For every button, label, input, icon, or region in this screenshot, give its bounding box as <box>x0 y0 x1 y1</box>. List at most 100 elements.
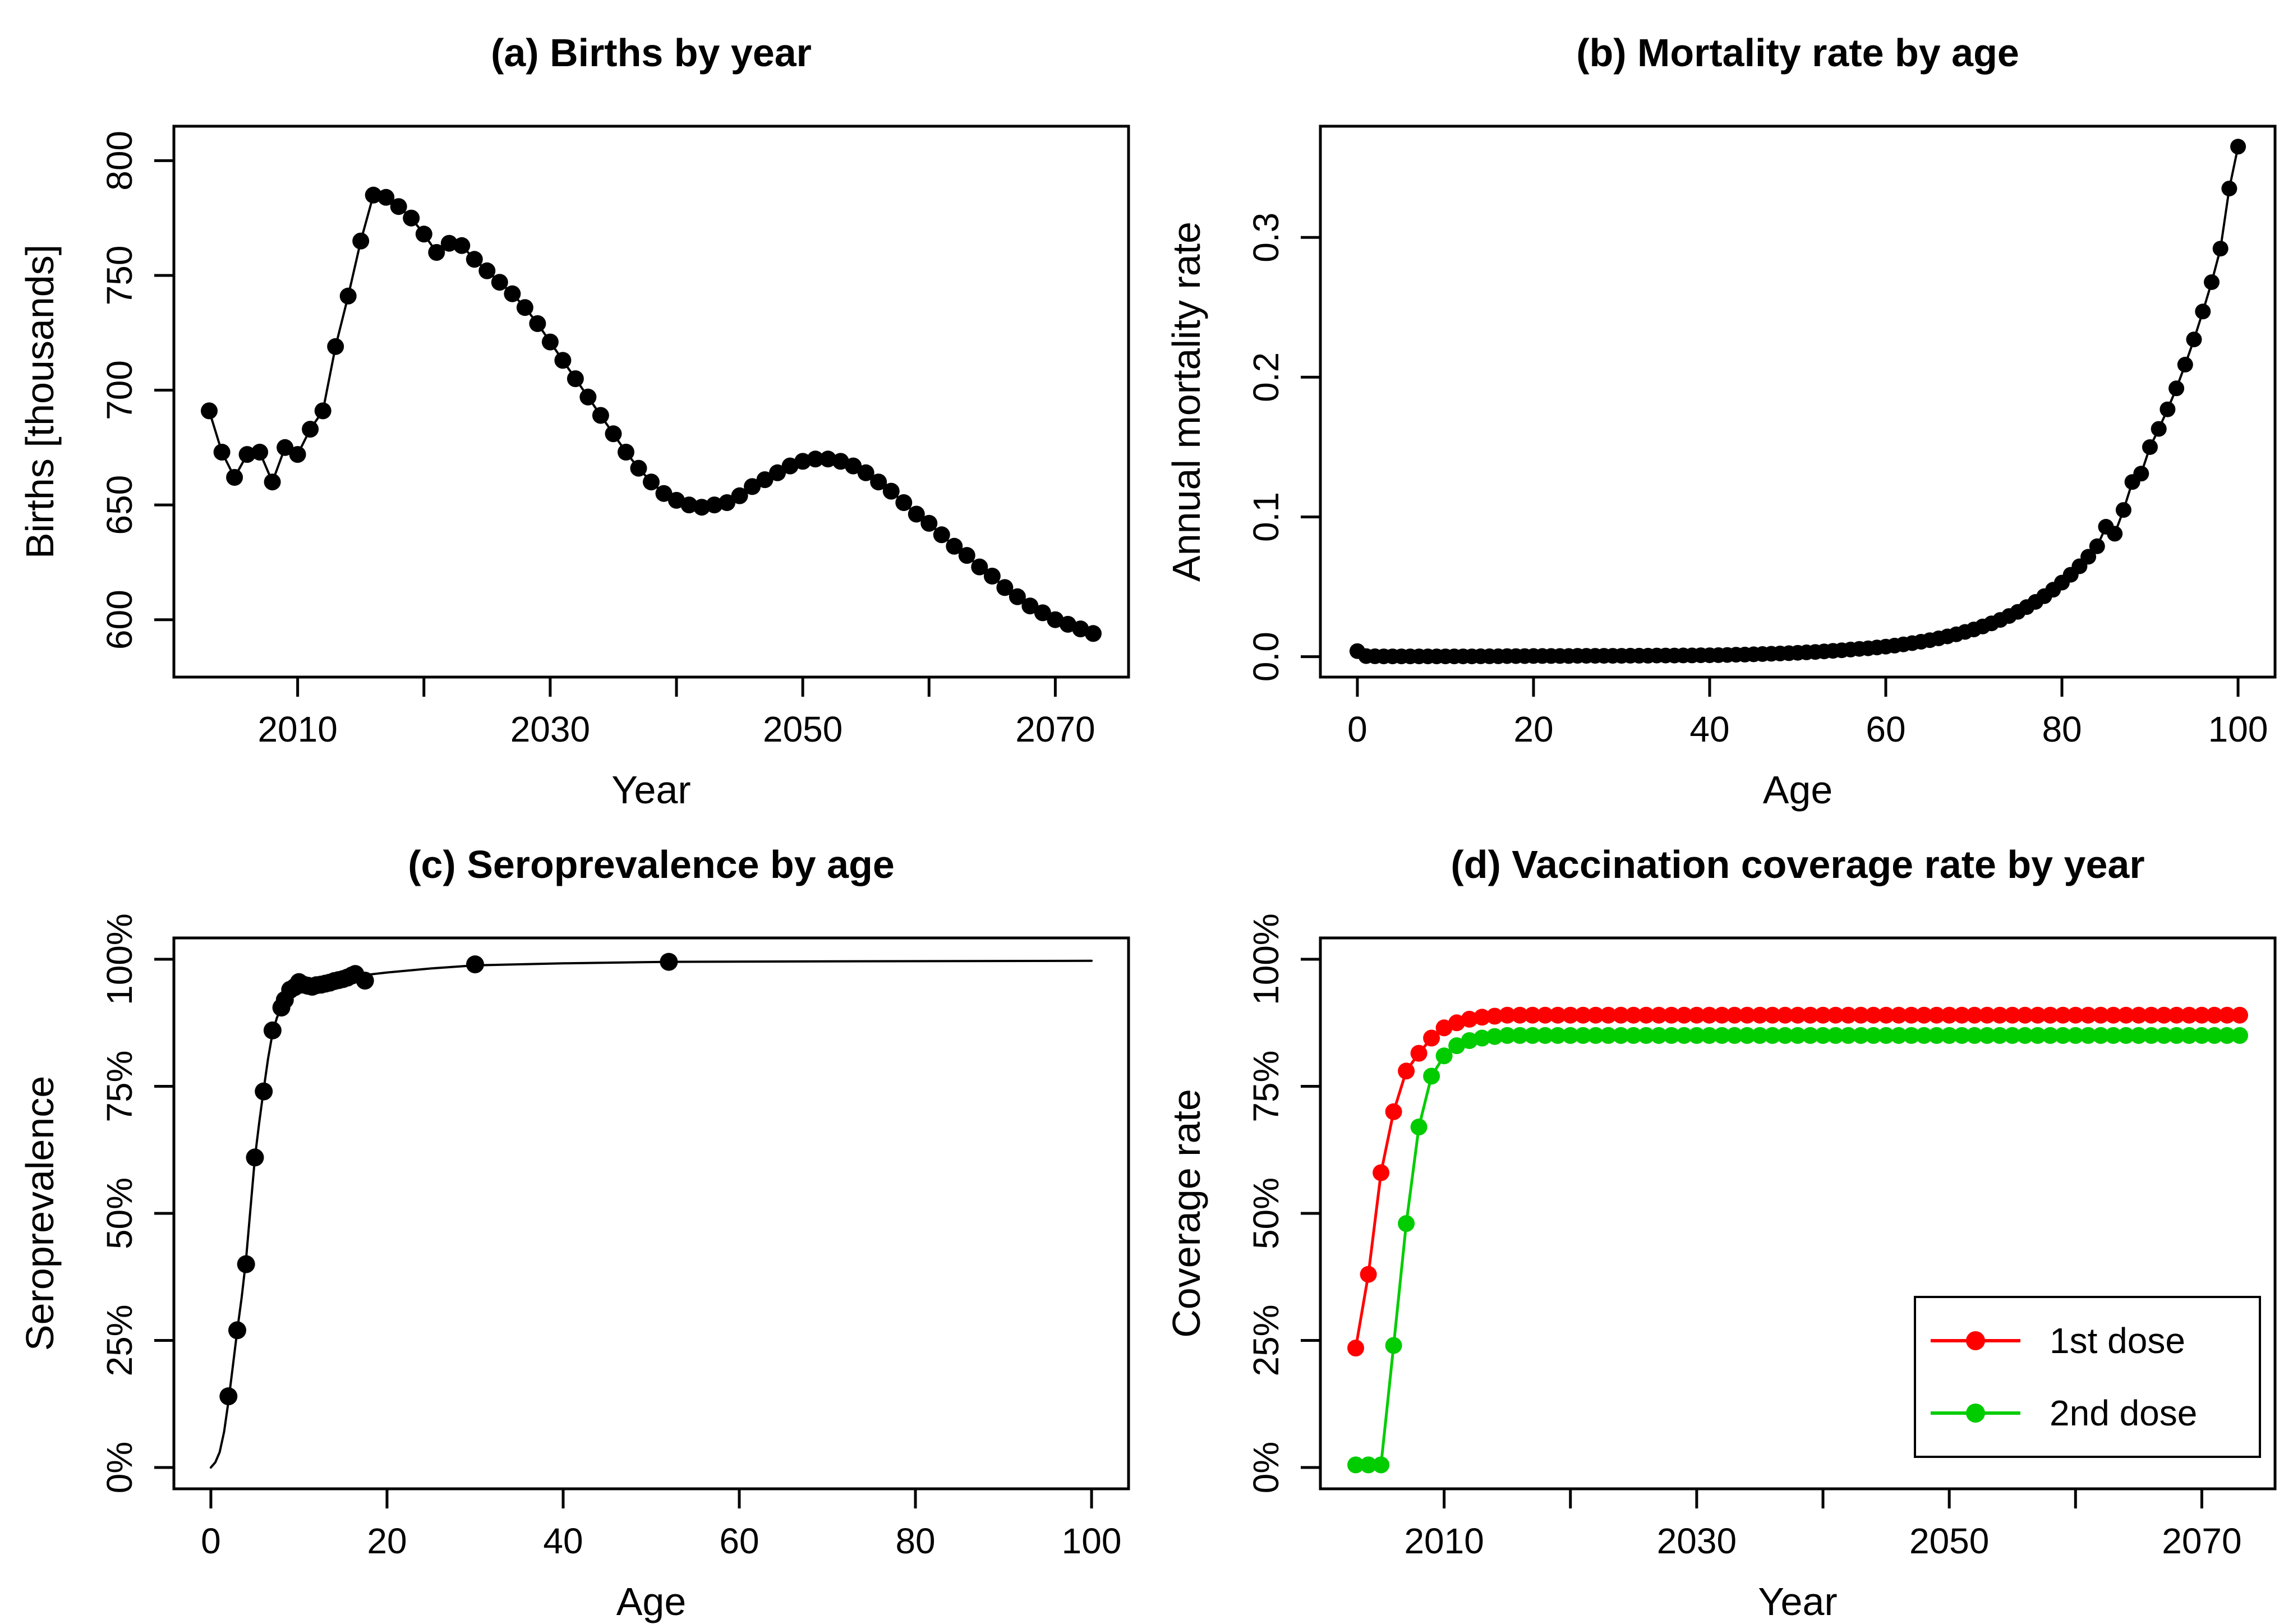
data-point <box>1511 1006 1528 1024</box>
data-point <box>2107 526 2123 542</box>
data-point <box>1448 1037 1466 1055</box>
data-point <box>870 473 887 491</box>
data-point <box>1815 1027 1831 1044</box>
data-point <box>2117 1006 2135 1024</box>
data-point <box>415 226 432 243</box>
data-point <box>1600 1027 1617 1044</box>
y-tick-label: 800 <box>99 131 140 191</box>
data-point <box>1600 1006 1617 1024</box>
y-tick-label: 0.2 <box>1246 352 1286 402</box>
plot-canvas-mortality: (b) Mortality rate by age 0 20 40 60 80 100 Age… <box>1164 31 2277 812</box>
y-tick-label: 75% <box>1246 1050 1286 1122</box>
x-axis-title: Age <box>1763 768 1833 812</box>
data-point <box>1738 1006 1756 1024</box>
data-point <box>2133 466 2149 482</box>
data-point <box>1549 1027 1567 1044</box>
legend-dot-first-dose-coverage <box>1966 1331 1985 1350</box>
data-point <box>1840 1027 1857 1044</box>
data-point <box>2004 1027 2021 1044</box>
data-point <box>1764 1027 1781 1044</box>
data-point <box>2230 139 2246 155</box>
data-point <box>1047 611 1064 628</box>
series-model-curve <box>209 959 1093 1469</box>
data-point <box>541 333 559 351</box>
data-point <box>1815 1006 1831 1024</box>
data-point <box>2142 439 2158 455</box>
data-point <box>2079 1006 2097 1024</box>
data-point <box>958 547 975 564</box>
data-point <box>1360 1456 1377 1474</box>
data-point <box>2016 1027 2034 1044</box>
data-point <box>781 457 799 475</box>
data-point <box>2180 1006 2198 1024</box>
data-point <box>1410 1045 1428 1062</box>
data-point <box>2054 1027 2071 1044</box>
data-point <box>2143 1027 2160 1044</box>
data-point <box>251 444 269 461</box>
data-point <box>1511 1027 1528 1044</box>
data-point <box>1574 1027 1592 1044</box>
data-point <box>2218 1027 2236 1044</box>
data-point <box>377 188 395 206</box>
data-point <box>2092 1006 2110 1024</box>
data-point <box>1373 1164 1390 1181</box>
data-point <box>302 421 319 438</box>
panel-title: (c) Seroprevalence by age <box>408 843 895 886</box>
data-point <box>1423 1068 1440 1085</box>
data-point <box>314 402 331 420</box>
data-point <box>1903 1006 1920 1024</box>
y-axis-title: Annual mortality rate <box>1164 222 1208 582</box>
data-point <box>1865 1027 1882 1044</box>
data-point <box>1347 1456 1364 1474</box>
data-point <box>1966 1006 1983 1024</box>
data-point <box>466 955 484 974</box>
panel-b-mortality-by-age: (b) Mortality rate by age 0 20 40 60 80 100 Age… <box>1146 0 2293 812</box>
data-point <box>895 494 913 511</box>
data-point <box>1827 1006 1844 1024</box>
data-point <box>2029 1006 2046 1024</box>
data-point <box>1524 1006 1541 1024</box>
x-tick-label: 60 <box>1866 709 1905 749</box>
data-point <box>2151 421 2167 437</box>
data-point <box>1360 1266 1377 1283</box>
data-point <box>680 496 698 514</box>
x-tick-label: 100 <box>2208 709 2268 749</box>
data-point <box>2067 1027 2084 1044</box>
data-point <box>1890 1027 1908 1044</box>
data-point <box>2186 332 2202 348</box>
y-tick-label: 25% <box>99 1304 140 1376</box>
data-point <box>794 453 812 470</box>
data-point <box>1562 1027 1579 1044</box>
data-point <box>1625 1027 1642 1044</box>
y-axis: 0% 25% 50% 75% 100% Seroprevalence <box>18 913 174 1493</box>
y-tick-label: 0% <box>1246 1442 1286 1494</box>
y-tick-label: 25% <box>1246 1304 1286 1376</box>
x-tick-label: 20 <box>1513 709 1553 749</box>
data-point <box>504 285 521 302</box>
data-point <box>1385 1337 1402 1354</box>
data-point <box>2117 1027 2135 1044</box>
panel-c-seroprevalence-by-age: (c) Seroprevalence by age 0 20 40 60 80 100 Age… <box>0 812 1146 1624</box>
data-point <box>882 482 900 500</box>
data-point <box>2218 1006 2236 1024</box>
data-point <box>1941 1027 1958 1044</box>
data-point <box>1612 1027 1629 1044</box>
data-point <box>1688 1027 1705 1044</box>
data-point <box>1713 1027 1730 1044</box>
data-point <box>2205 1006 2223 1024</box>
series-line <box>1356 145 2240 658</box>
data-point <box>466 251 483 268</box>
data-point <box>1713 1006 1730 1024</box>
data-point <box>579 388 597 406</box>
data-point <box>1650 1027 1668 1044</box>
plot-canvas-seroprevalence: (c) Seroprevalence by age 0 20 40 60 80 100 Age… <box>18 843 1130 1623</box>
x-tick-label: 2070 <box>1015 709 1095 749</box>
data-point <box>1776 1006 1794 1024</box>
data-point <box>1928 1027 1945 1044</box>
data-point <box>238 446 256 463</box>
data-point <box>668 491 685 509</box>
y-tick-label: 650 <box>99 475 140 535</box>
panel-a-births-by-year: (a) Births by year 2010 2030 2050 2070 Year 60… <box>0 0 1146 812</box>
series-first-dose-coverage <box>1347 1006 2248 1357</box>
data-point <box>2115 502 2131 518</box>
